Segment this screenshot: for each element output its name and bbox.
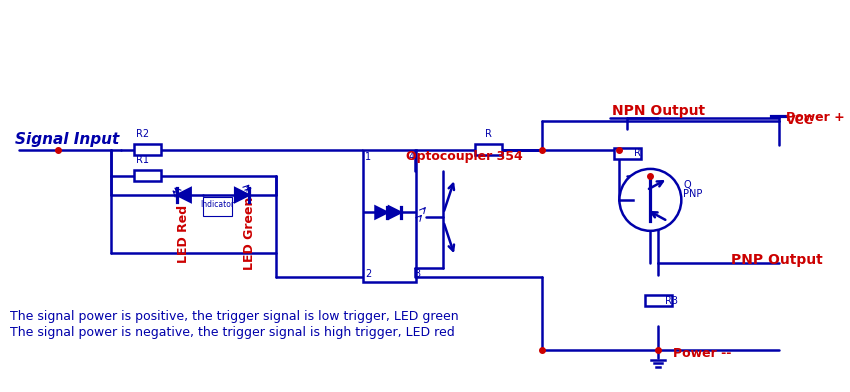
Polygon shape — [389, 207, 400, 218]
Text: Indicator: Indicator — [201, 200, 235, 209]
Bar — [614, 148, 641, 159]
Text: NPN Output: NPN Output — [611, 104, 705, 118]
Text: LED Green: LED Green — [243, 197, 256, 270]
Text: Power +: Power + — [786, 111, 845, 124]
Text: R: R — [634, 149, 641, 158]
Text: R1: R1 — [136, 155, 149, 165]
Text: PNP: PNP — [683, 189, 703, 199]
Text: 4: 4 — [408, 152, 415, 162]
Circle shape — [620, 169, 682, 231]
Bar — [133, 171, 161, 181]
Text: 2: 2 — [365, 269, 371, 279]
Text: R: R — [485, 129, 492, 139]
Text: Power --: Power -- — [672, 347, 731, 360]
Text: 1: 1 — [365, 152, 371, 162]
Text: Signal Input: Signal Input — [14, 132, 119, 147]
Text: LED Red: LED Red — [178, 205, 190, 263]
Polygon shape — [177, 188, 190, 202]
Text: R2: R2 — [136, 129, 149, 139]
Text: 3: 3 — [414, 269, 421, 279]
Polygon shape — [235, 188, 249, 202]
Text: VCC: VCC — [786, 114, 813, 127]
Bar — [644, 295, 672, 306]
Text: Q: Q — [683, 180, 691, 191]
Bar — [133, 144, 161, 155]
Bar — [203, 197, 232, 216]
Polygon shape — [376, 207, 387, 218]
Text: The signal power is negative, the trigger signal is high trigger, LED red: The signal power is negative, the trigge… — [9, 326, 455, 339]
Bar — [363, 149, 416, 282]
Text: The signal power is positive, the trigger signal is low trigger, LED green: The signal power is positive, the trigge… — [9, 310, 458, 323]
Text: PNP Output: PNP Output — [731, 253, 823, 267]
Text: R3: R3 — [665, 296, 678, 305]
Text: Optocoupler 354: Optocoupler 354 — [406, 150, 523, 163]
Bar — [475, 144, 502, 155]
